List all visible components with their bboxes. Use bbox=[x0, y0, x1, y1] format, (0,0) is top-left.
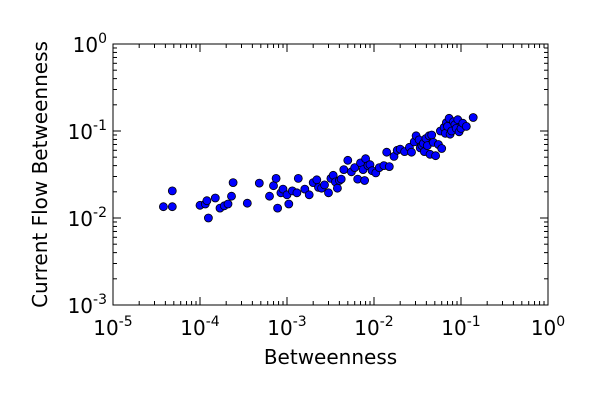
data-point bbox=[227, 191, 236, 201]
data-point bbox=[202, 196, 212, 206]
data-point bbox=[407, 147, 416, 157]
data-point bbox=[437, 144, 447, 153]
x-tick-labels: 10-5 10-4 10-3 10-2 10-1 100 bbox=[93, 314, 565, 340]
data-point bbox=[468, 113, 478, 122]
data-points bbox=[158, 113, 478, 223]
x-tick-label: 10-3 bbox=[267, 314, 306, 340]
data-point bbox=[461, 122, 471, 131]
data-point bbox=[228, 178, 238, 188]
data-point bbox=[158, 202, 168, 212]
data-point bbox=[332, 183, 342, 193]
data-point bbox=[273, 203, 283, 213]
data-point bbox=[312, 175, 322, 185]
data-point bbox=[223, 199, 233, 209]
y-tick-label: 10-2 bbox=[68, 205, 107, 231]
data-point bbox=[293, 173, 303, 183]
y-axis-label: Current Flow Betweenness bbox=[28, 41, 52, 308]
data-point bbox=[167, 202, 177, 212]
data-point bbox=[265, 191, 274, 201]
data-point bbox=[320, 180, 329, 190]
y-tick-labels: 10-3 10-2 10-1 100 bbox=[68, 31, 107, 318]
data-point bbox=[292, 188, 302, 198]
y-tick-label: 10-3 bbox=[68, 292, 107, 318]
x-tick-label: 100 bbox=[531, 314, 565, 340]
data-point bbox=[427, 130, 437, 140]
data-point bbox=[324, 188, 333, 198]
data-point bbox=[203, 213, 213, 223]
data-point bbox=[210, 193, 220, 203]
data-point bbox=[350, 163, 360, 173]
data-point bbox=[304, 190, 314, 200]
data-point bbox=[343, 155, 353, 165]
data-point bbox=[269, 181, 278, 191]
y-tick-label: 10-1 bbox=[68, 118, 107, 144]
x-tick-label: 10-1 bbox=[441, 314, 480, 340]
plot-area bbox=[112, 43, 549, 306]
data-point bbox=[271, 173, 281, 183]
data-point bbox=[336, 174, 346, 184]
x-axis-label: Betweenness bbox=[264, 345, 397, 369]
data-point bbox=[384, 162, 394, 172]
data-point bbox=[167, 186, 177, 196]
data-point bbox=[300, 184, 310, 194]
y-tick-label: 100 bbox=[73, 31, 107, 57]
data-point bbox=[431, 151, 441, 161]
data-point bbox=[242, 198, 252, 208]
data-point bbox=[360, 176, 370, 185]
data-point bbox=[284, 199, 294, 209]
x-tick-label: 10-4 bbox=[180, 314, 220, 340]
axis-ticks bbox=[112, 43, 549, 306]
x-tick-label: 10-5 bbox=[93, 314, 132, 340]
data-point bbox=[254, 178, 264, 188]
data-point bbox=[339, 165, 349, 175]
x-tick-label: 10-2 bbox=[354, 314, 393, 340]
data-point bbox=[382, 147, 392, 157]
